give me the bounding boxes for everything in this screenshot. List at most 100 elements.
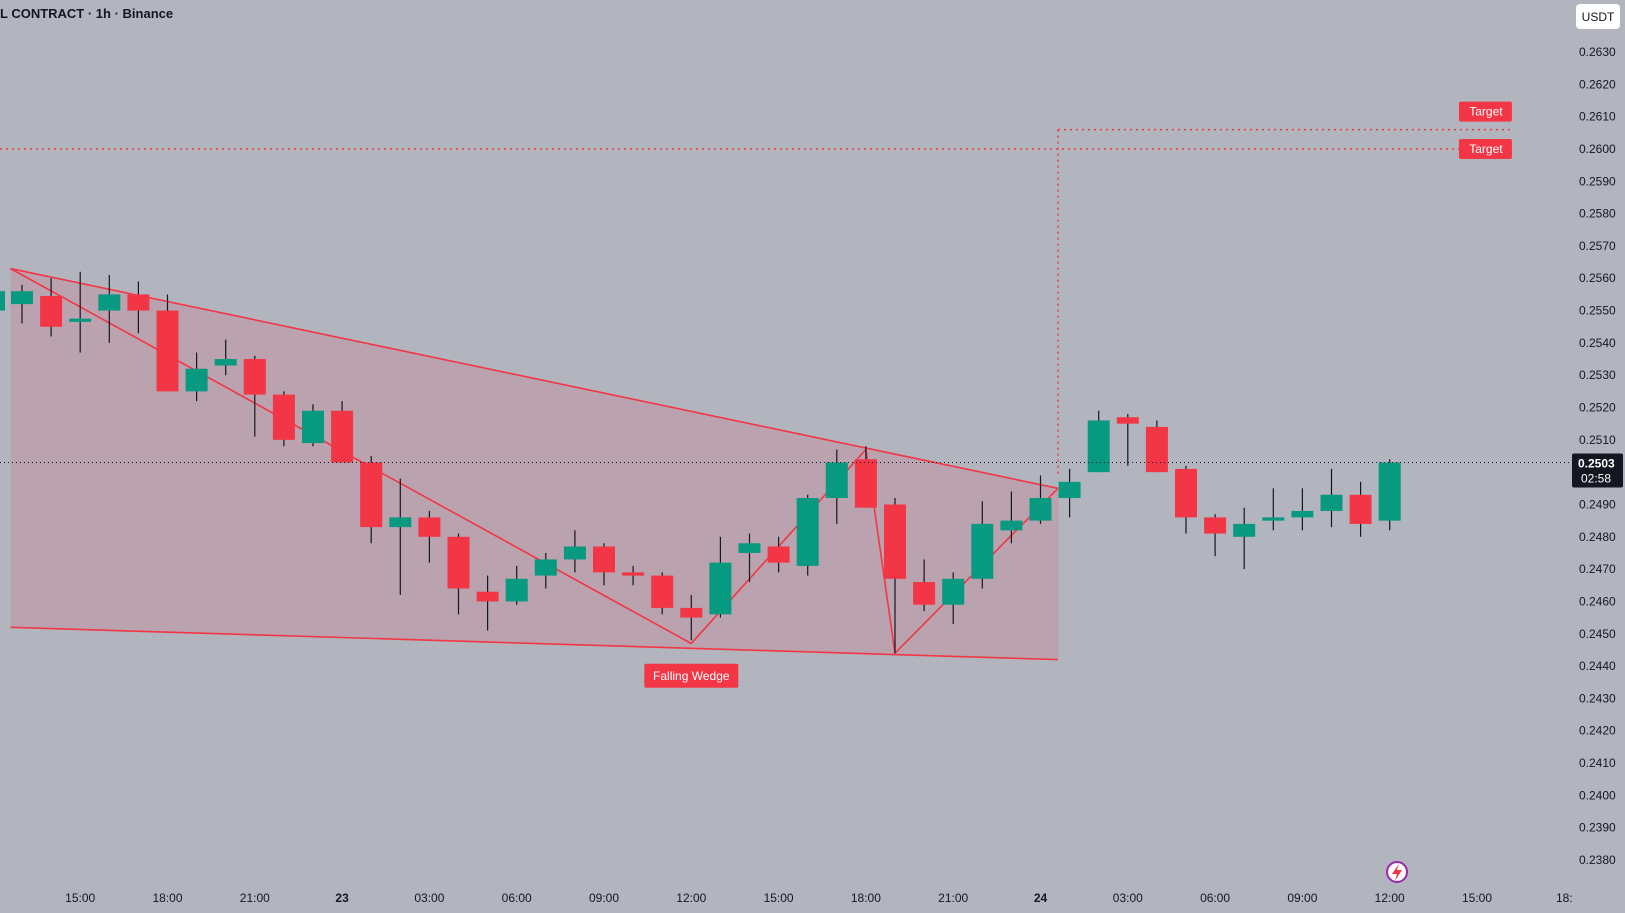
y-tick-label: 0.2420 — [1579, 724, 1616, 738]
x-tick-label: 03:00 — [1113, 891, 1143, 905]
candle-body — [709, 562, 732, 615]
candle-body — [243, 359, 266, 395]
candle — [709, 536, 732, 618]
pattern-labels: Falling Wedge Target Target — [644, 101, 1512, 688]
candle-body — [185, 368, 208, 392]
candle-body — [738, 543, 761, 553]
falling-wedge-badge — [644, 663, 739, 688]
candle — [40, 278, 63, 337]
y-tick-label: 0.2450 — [1579, 627, 1616, 641]
candle-body — [796, 498, 819, 566]
candle-body — [593, 546, 615, 573]
x-tick-label: 09:00 — [1287, 891, 1317, 905]
candle — [69, 271, 92, 353]
target-label-2: Target — [1469, 142, 1503, 156]
candle — [1029, 475, 1052, 524]
candle-body — [1320, 494, 1343, 511]
y-tick-label: 0.2520 — [1579, 401, 1616, 415]
candle-body — [360, 462, 383, 528]
candle — [884, 498, 906, 654]
wedge-lower-line — [10, 626, 1058, 661]
lightning-icon[interactable] — [1386, 861, 1408, 883]
candle-body — [913, 582, 936, 605]
falling-wedge-label: Falling Wedge — [653, 669, 730, 683]
x-tick-label: 15:00 — [65, 891, 95, 905]
candle — [1175, 465, 1197, 534]
candle — [1291, 488, 1314, 531]
x-tick-label: 15:00 — [764, 891, 794, 905]
currency-button[interactable]: USDT — [1576, 4, 1620, 29]
candle — [447, 533, 470, 615]
candle-body — [1029, 498, 1052, 521]
candle-body — [302, 410, 324, 444]
candle-body — [389, 517, 412, 528]
x-tick-label: 06:00 — [502, 891, 532, 905]
candle — [156, 294, 179, 392]
candle — [622, 565, 645, 586]
candle-body — [476, 591, 499, 602]
candle-body — [331, 410, 354, 463]
time-axis[interactable]: 0015:0018:0021:002303:0006:0009:0012:001… — [0, 891, 1573, 905]
candle — [1233, 507, 1256, 570]
candle — [563, 530, 586, 573]
candle-body — [11, 291, 33, 305]
target-label-1: Target — [1469, 105, 1503, 119]
candle — [1087, 410, 1110, 473]
candle — [272, 391, 295, 447]
candle — [360, 456, 383, 544]
target-badge-1 — [1458, 101, 1512, 122]
candle-body — [971, 523, 994, 579]
candle — [913, 559, 936, 612]
candle — [1378, 459, 1401, 531]
candle — [767, 536, 790, 573]
candle — [825, 449, 848, 524]
x-tick-label: 12:00 — [676, 891, 706, 905]
candle-body — [1262, 517, 1285, 521]
candle — [651, 572, 674, 615]
candle — [1262, 488, 1285, 531]
candle-body — [0, 291, 5, 311]
y-tick-label: 0.2590 — [1579, 174, 1616, 188]
y-tick-label: 0.2570 — [1579, 239, 1616, 253]
candle — [243, 355, 266, 437]
candle-body — [1116, 417, 1139, 424]
candle-body — [447, 536, 470, 589]
candle-body — [505, 578, 528, 602]
target-lines — [0, 128, 1512, 476]
candle-body — [825, 462, 848, 499]
candle-body — [1175, 468, 1197, 518]
current-price-label: 0.2503 — [1578, 456, 1615, 470]
candle — [11, 284, 33, 324]
y-tick-label: 0.2600 — [1579, 142, 1616, 156]
candle-body — [680, 607, 703, 618]
candle — [302, 404, 324, 447]
y-tick-label: 0.2430 — [1579, 691, 1616, 705]
candle-body — [622, 572, 645, 576]
x-tick-label: 15:00 — [1462, 891, 1492, 905]
y-tick-label: 0.2530 — [1579, 368, 1616, 382]
candle-body — [1349, 494, 1372, 524]
candle — [593, 543, 615, 586]
candle — [214, 339, 237, 376]
y-tick-label: 0.2480 — [1579, 530, 1616, 544]
candle — [1116, 413, 1139, 466]
candle-body — [563, 546, 586, 560]
wedge-fill — [10, 268, 1058, 660]
x-tick-label: 23 — [335, 891, 349, 905]
candle-body — [40, 296, 63, 327]
x-tick-label: 18: — [1556, 891, 1573, 905]
candle — [389, 478, 412, 595]
candle-body — [272, 394, 295, 440]
candle-body — [1145, 426, 1168, 473]
candle — [796, 494, 819, 576]
candle — [738, 533, 761, 583]
candle — [942, 572, 965, 625]
y-tick-label: 0.2610 — [1579, 110, 1616, 124]
symbol-title: L CONTRACT · 1h · Binance — [0, 6, 174, 21]
price-axis[interactable]: 0.2630 0.2620 0.2610 0.2600 0.2590 0.2580 0.25… — [1572, 45, 1623, 867]
y-tick-label: 0.2630 — [1579, 45, 1616, 59]
candle — [534, 552, 557, 589]
candle — [971, 501, 994, 589]
